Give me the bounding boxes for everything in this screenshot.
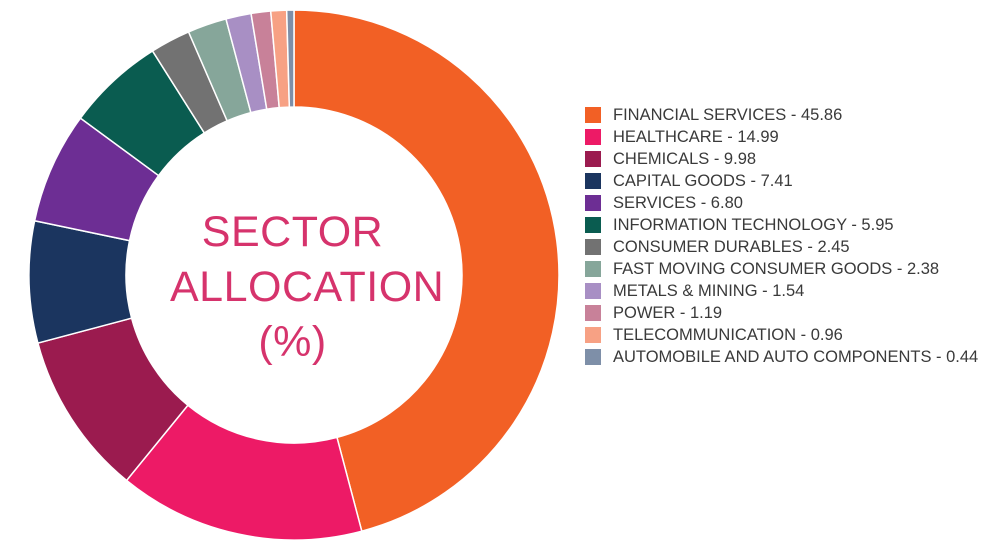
legend-swatch [585,217,601,233]
legend-item: CHEMICALS - 9.98 [585,148,985,170]
legend-item: CONSUMER DURABLES - 2.45 [585,236,985,258]
legend-label: TELECOMMUNICATION - 0.96 [613,326,843,344]
legend-label: CONSUMER DURABLES - 2.45 [613,238,850,256]
legend-item: AUTOMOBILE AND AUTO COMPONENTS - 0.44 [585,346,985,368]
legend-item: FAST MOVING CONSUMER GOODS - 2.38 [585,258,985,280]
legend-label: FINANCIAL SERVICES - 45.86 [613,106,843,124]
legend-swatch [585,261,601,277]
legend-label: CAPITAL GOODS - 7.41 [613,172,793,190]
legend-swatch [585,283,601,299]
chart-title-line-2: ALLOCATION [170,263,445,311]
legend-swatch [585,239,601,255]
slice-financial-services [293,9,560,533]
legend-label: INFORMATION TECHNOLOGY - 5.95 [613,216,894,234]
legend-label: METALS & MINING - 1.54 [613,282,805,300]
legend-swatch [585,129,601,145]
slice-automobile-and-auto-components [285,9,295,108]
legend-swatch [585,173,601,189]
legend-item: TELECOMMUNICATION - 0.96 [585,324,985,346]
chart-title-line-1: SECTOR [201,208,384,256]
chart-title: SECTOR ALLOCATION (%) [170,205,445,370]
legend-label: AUTOMOBILE AND AUTO COMPONENTS - 0.44 [613,348,979,366]
legend-item: FINANCIAL SERVICES - 45.86 [585,104,985,126]
legend-item: HEALTHCARE - 14.99 [585,126,985,148]
donut-chart [28,9,560,541]
legend-item: METALS & MINING - 1.54 [585,280,985,302]
chart-title-line-3: (%) [258,318,327,366]
legend-swatch [585,151,601,167]
legend-label: CHEMICALS - 9.98 [613,150,757,168]
legend-swatch [585,349,601,365]
legend-swatch [585,195,601,211]
chart-legend: FINANCIAL SERVICES - 45.86 HEALTHCARE - 1… [585,104,985,368]
legend-label: POWER - 1.19 [613,304,723,322]
legend-swatch [585,107,601,123]
legend-item: CAPITAL GOODS - 7.41 [585,170,985,192]
legend-label: FAST MOVING CONSUMER GOODS - 2.38 [613,260,940,278]
legend-label: HEALTHCARE - 14.99 [613,128,779,146]
legend-item: POWER - 1.19 [585,302,985,324]
legend-swatch [585,305,601,321]
legend-swatch [585,327,601,343]
legend-item: SERVICES - 6.80 [585,192,985,214]
legend-label: SERVICES - 6.80 [613,194,743,212]
legend-item: INFORMATION TECHNOLOGY - 5.95 [585,214,985,236]
